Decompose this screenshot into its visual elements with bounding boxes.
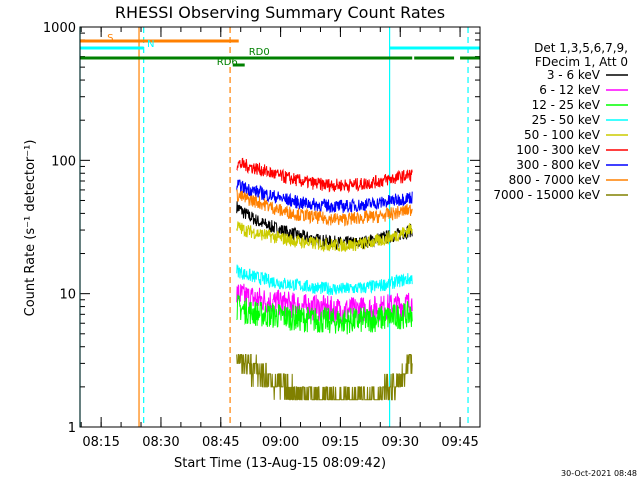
annotation-label: S — [107, 33, 113, 44]
legend-entry: 25 - 50 keV — [532, 113, 601, 127]
x-tick-label: 08:15 — [82, 435, 119, 450]
x-tick-label: 09:45 — [441, 435, 478, 450]
annotation-label: N — [147, 39, 154, 50]
series-line — [236, 189, 413, 227]
series-line — [236, 283, 413, 324]
legend-entry: 50 - 100 keV — [524, 128, 601, 142]
legend-entry: 100 - 300 keV — [516, 143, 600, 157]
series-line — [236, 354, 413, 401]
series-line — [236, 294, 413, 335]
legend-entry: 6 - 12 keV — [539, 83, 601, 97]
legend-header-line-2: FDecim 1, Att 0 — [535, 55, 628, 69]
x-axis-label: Start Time (13-Aug-15 08:09:42) — [174, 456, 386, 471]
legend-entry: 7000 - 15000 keV — [493, 188, 600, 202]
annotation-label: RD6 — [217, 57, 238, 68]
y-tick-label: 1 — [68, 421, 76, 436]
y-tick-label: 100 — [51, 154, 76, 169]
series-line — [236, 201, 413, 250]
y-axis-label: Count Rate (s⁻¹ detector⁻¹) — [23, 140, 38, 317]
x-tick-label: 09:00 — [262, 435, 299, 450]
legend-entry: 300 - 800 keV — [516, 158, 600, 172]
x-tick-label: 09:15 — [322, 435, 359, 450]
legend-entry: 800 - 7000 keV — [509, 173, 601, 187]
legend-entry: 3 - 6 keV — [547, 68, 601, 82]
series-line — [236, 179, 413, 214]
y-tick-label: 1000 — [43, 21, 76, 36]
x-tick-label: 08:45 — [202, 435, 239, 450]
series-line — [236, 157, 413, 194]
chart-title: RHESSI Observing Summary Count Rates — [115, 3, 445, 22]
footer-date: 30-Oct-2021 08:48 — [561, 469, 637, 478]
plot-frame — [79, 26, 481, 428]
x-tick-label: 08:30 — [142, 435, 179, 450]
series-line — [236, 264, 413, 296]
legend-entry: 12 - 25 keV — [532, 98, 601, 112]
annotation-label: RD0 — [249, 47, 270, 58]
y-tick-label: 10 — [59, 288, 76, 303]
legend-header-line-1: Det 1,3,5,6,7,9, — [534, 41, 628, 55]
x-tick-label: 09:30 — [382, 435, 419, 450]
series-line — [236, 221, 413, 253]
